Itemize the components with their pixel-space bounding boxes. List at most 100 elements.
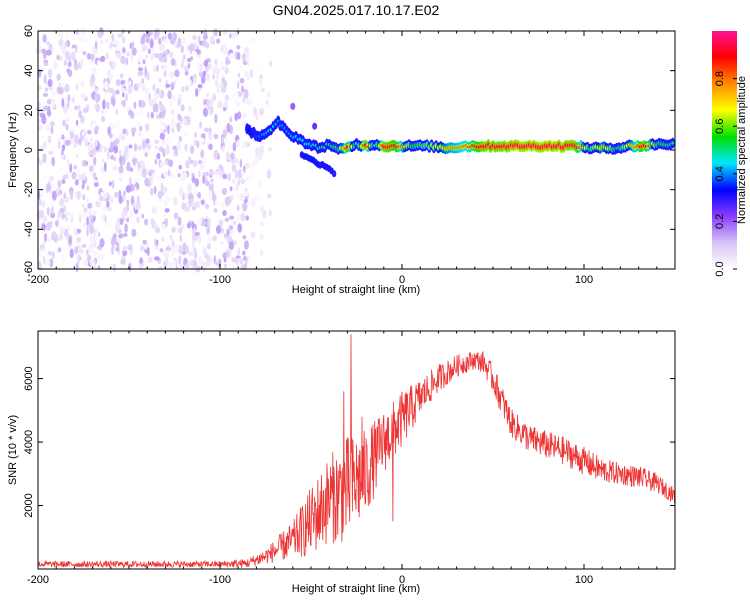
spectrogram-noise-blob <box>102 99 106 110</box>
spectrogram-noise-blob <box>141 161 145 171</box>
spectrogram-noise-blob <box>90 247 94 252</box>
spectrogram-noise-blob <box>150 175 154 185</box>
spectrogram-noise-blob <box>112 140 118 147</box>
spectrogram-noise-blob <box>177 216 182 226</box>
spectrogram-noise-blob <box>173 166 177 174</box>
spectrogram-noise-blob <box>150 111 154 119</box>
spectrogram-noise-blob <box>45 124 51 132</box>
spectrogram-noise-blob <box>138 32 142 43</box>
spectrogram-noise-blob <box>35 45 42 55</box>
spectrogram-noise-blob <box>222 43 226 52</box>
spectrogram-noise-blob <box>81 173 84 181</box>
spectrogram-noise-blob <box>154 145 159 150</box>
spectrogram-noise-blob <box>42 34 47 43</box>
spectrogram-noise-blob <box>50 205 54 216</box>
spectrogram-noise-blob <box>108 181 112 187</box>
spectrogram-noise-blob <box>213 149 219 160</box>
spectrogram-noise-blob <box>118 233 124 239</box>
spectrogram-noise-blob <box>144 54 149 59</box>
spectrogram-noise-blob <box>117 95 122 105</box>
spectrogram-noise-blob <box>191 194 195 200</box>
spectrogram-noise-blob <box>202 34 208 40</box>
spectrogram-noise-blob <box>236 111 242 120</box>
spectrogram-noise-blob <box>119 155 123 165</box>
spectrogram-noise-blob <box>118 237 121 245</box>
spectrogram-noise-blob <box>198 70 202 78</box>
spectrogram-noise-blob <box>86 185 90 191</box>
spectrogram-noise-blob <box>160 182 164 193</box>
spectrogram-noise-blob <box>73 134 80 145</box>
spectrogram-noise-blob <box>178 164 183 170</box>
spectrogram-noise-blob <box>104 80 109 91</box>
spectrogram-noise-blob <box>58 181 61 188</box>
spectrogram-noise-blob <box>259 221 265 226</box>
spectrogram-noise-blob <box>224 94 230 101</box>
spectrogram-noise-blob <box>206 73 210 81</box>
spectrogram-noise-blob <box>141 168 147 178</box>
spectrogram-noise-blob <box>139 105 145 116</box>
spectrogram-noise-blob <box>229 67 234 78</box>
spectrogram-noise-blob <box>65 32 69 40</box>
spectrogram-noise-blob <box>82 194 86 201</box>
spectrogram-noise-blob <box>138 132 142 137</box>
spectrogram-noise-blob <box>110 237 116 247</box>
spectrogram-noise-blob <box>48 150 54 155</box>
spectrogram-noise-blob <box>197 35 201 44</box>
spectrogram-noise-blob <box>113 244 118 249</box>
spectrogram-noise-blob <box>207 235 212 244</box>
spectrogram-noise-blob <box>242 53 246 62</box>
spectrogram-noise-blob <box>235 181 239 192</box>
spectrogram-noise-blob <box>170 58 176 66</box>
spectrogram-noise-blob <box>137 70 143 77</box>
spectrogram-noise-blob <box>250 36 256 44</box>
spectrogram-noise-blob <box>135 216 141 224</box>
spectrogram-noise-blob <box>223 233 228 239</box>
spectrogram-noise-blob <box>181 224 185 230</box>
spectrogram-noise-blob <box>111 54 118 61</box>
spectrogram-noise-blob <box>194 178 200 187</box>
spectrogram-noise-blob <box>222 129 227 139</box>
spectrogram-noise-blob <box>153 238 157 246</box>
spectrogram-noise-blob <box>249 68 254 79</box>
spectrogram-noise-blob <box>82 223 88 228</box>
spectrogram-noise-blob <box>127 244 133 251</box>
x-tick-label: -100 <box>209 574 231 586</box>
spectrogram-noise-blob <box>197 255 203 264</box>
spectrogram-noise-blob <box>141 78 145 85</box>
spectrogram-noise-blob <box>186 45 191 51</box>
spectrogram-noise-blob <box>193 76 197 83</box>
spectrogram-noise-blob <box>154 158 158 165</box>
spectrogram-noise-blob <box>112 97 116 107</box>
spectrogram-noise-blob <box>158 146 164 153</box>
spectrogram-noise-blob <box>109 195 114 204</box>
spectrogram-noise-blob <box>73 164 78 170</box>
spectrogram-noise-blob <box>93 118 97 125</box>
spectrogram-noise-blob <box>197 191 201 199</box>
spectrogram-noise-blob <box>216 225 221 234</box>
spectrogram-noise-blob <box>158 37 162 45</box>
spectrogram-noise-blob <box>92 202 97 209</box>
spectrogram-noise-blob <box>74 191 78 198</box>
spectrogram-noise-blob <box>162 170 168 178</box>
spectrogram-noise-blob <box>197 235 202 244</box>
spectrogram-noise-blob <box>226 228 230 237</box>
spectrogram-noise-blob <box>142 239 148 245</box>
spectrogram-noise-blob <box>82 51 87 56</box>
spectrogram-noise-blob <box>161 223 166 231</box>
spectrogram-noise-blob <box>221 145 226 153</box>
spectrogram-noise-blob <box>47 250 53 256</box>
spectrogram-noise-blob <box>42 215 48 224</box>
spectrogram-noise-blob <box>206 254 211 261</box>
spectrogram-noise-blob <box>154 28 160 38</box>
spectrogram-noise-blob <box>205 92 210 98</box>
spectrogram-noise-blob <box>107 151 110 160</box>
spectrogram-noise-blob <box>244 162 250 170</box>
spectrogram-noise-blob <box>181 250 187 255</box>
spectrogram-noise-blob <box>259 249 264 257</box>
spectrogram-noise-blob <box>245 52 250 63</box>
spectrogram-noise-blob <box>146 246 150 256</box>
spectrogram-noise-blob <box>193 247 197 252</box>
spectrogram-noise-blob <box>77 169 80 177</box>
spectrogram-noise-blob <box>133 143 138 152</box>
spectrogram-noise-blob <box>155 245 158 251</box>
